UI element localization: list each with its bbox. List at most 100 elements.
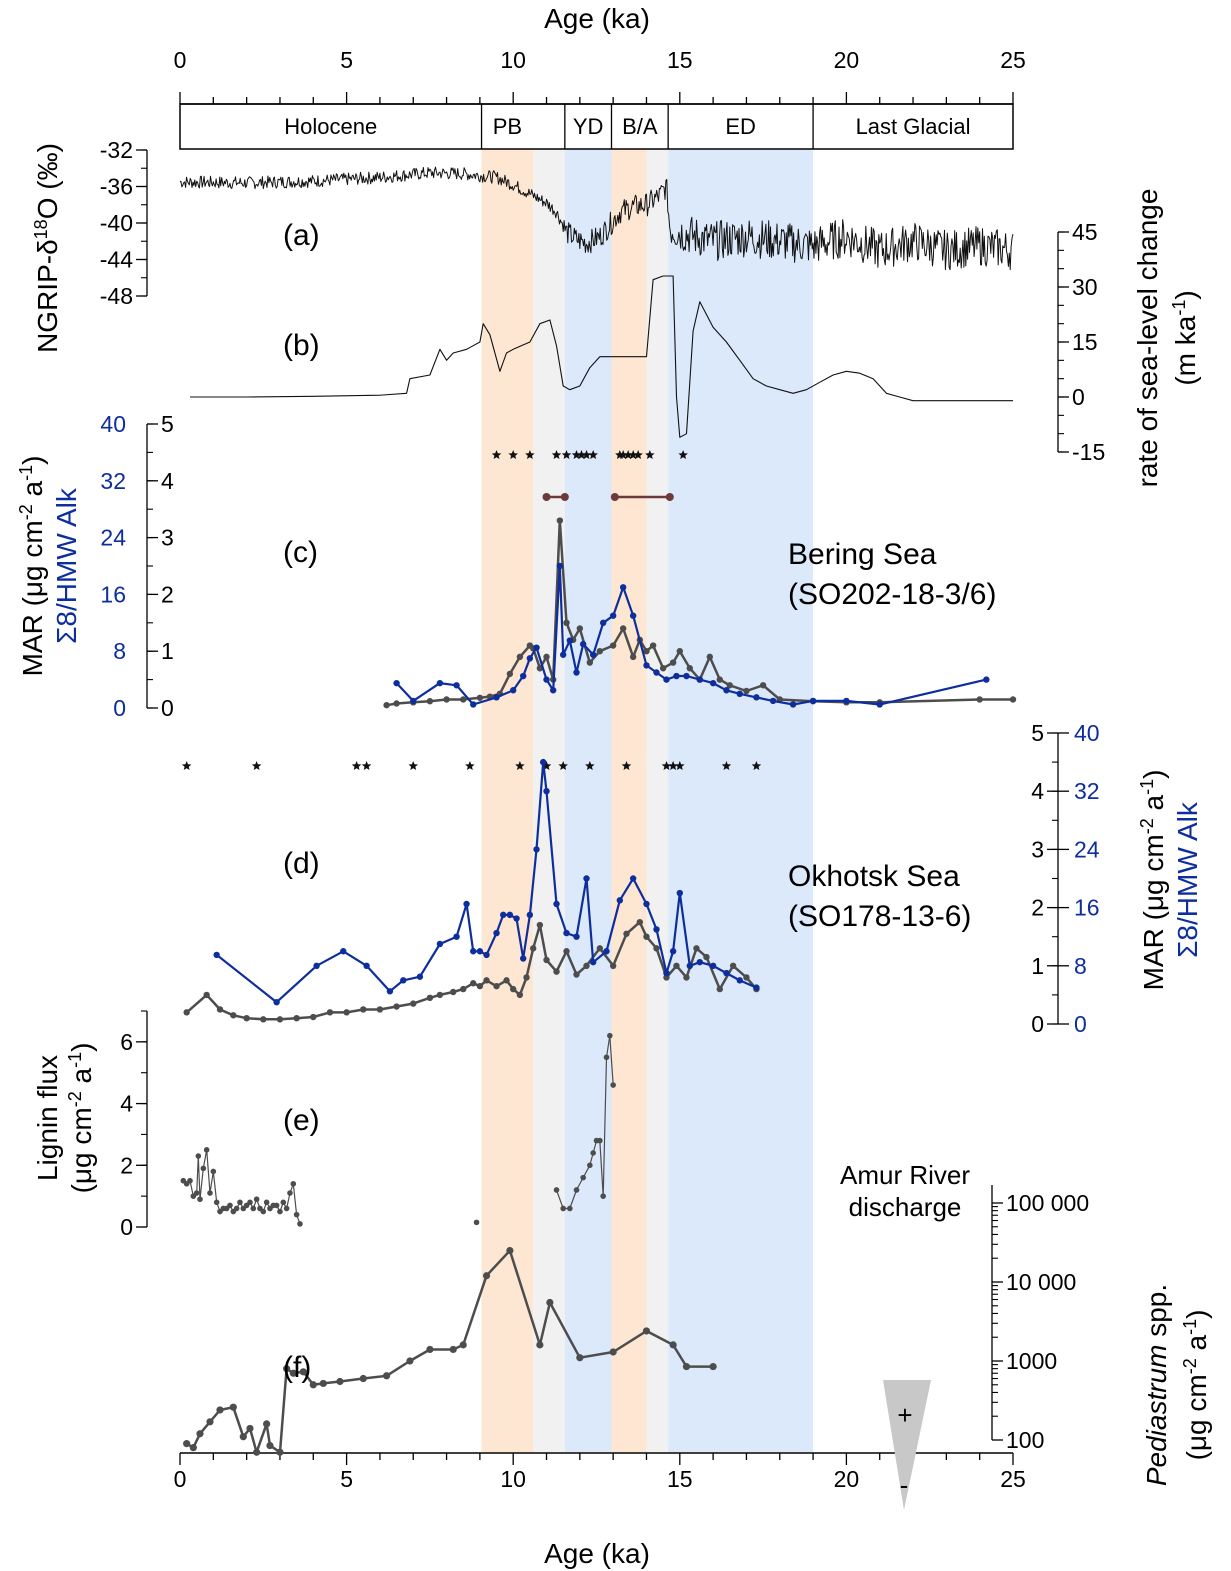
bottom-x-tick-label: 10 <box>500 1466 526 1492</box>
amur-discharge-triangle <box>883 1380 931 1510</box>
okhotsk-mar-point <box>653 945 660 952</box>
date-marker-star <box>661 761 672 770</box>
pediastrum-point <box>682 1362 691 1371</box>
bering-mar-point <box>516 653 524 661</box>
age-interval-end <box>542 493 551 501</box>
date-marker-star <box>628 450 638 459</box>
pediastrum-point <box>239 1433 247 1441</box>
bering-mar-point <box>659 665 667 672</box>
bottom-x-tick-label: 25 <box>1000 1466 1026 1492</box>
okhotsk-mar-point <box>343 1009 350 1016</box>
top-x-tick-label: 10 <box>500 47 526 73</box>
panel-label-d: (d) <box>283 847 320 880</box>
okhotsk-mar-point <box>643 933 650 940</box>
bering-mar-point <box>426 697 434 705</box>
bering-mar-point <box>383 701 390 709</box>
bering-mar-point <box>743 687 750 695</box>
okhotsk-ratio-point <box>669 948 677 955</box>
okhotsk-ratio-point <box>453 933 460 940</box>
date-marker-star <box>721 761 732 770</box>
okhotsk-mar-point <box>376 1006 384 1013</box>
band-gray-1 <box>533 149 565 1452</box>
bering-mar-point <box>629 653 637 661</box>
y-axis-bering-ratio-tick-label: 0 <box>113 695 126 721</box>
pediastrum-point <box>206 1418 214 1426</box>
ylabel-sea-level-line2: (m ka-1) <box>1169 290 1201 385</box>
bering-ratio-point <box>579 640 587 648</box>
date-marker-star <box>645 450 655 459</box>
lignin-flux-point <box>590 1150 596 1156</box>
okhotsk-ratio-point <box>583 875 590 882</box>
y-axis-okhotsk-mar-tick-label: 0 <box>1031 1011 1044 1037</box>
okhotsk-mar-point <box>583 962 590 969</box>
ylabel-lignin-line2: (μg cm-2 a-1) <box>65 1043 97 1194</box>
bottom-x-tick-label: 15 <box>667 1466 693 1492</box>
y-axis-okhotsk-ratio-tick-label: 8 <box>1074 953 1087 979</box>
pediastrum-point <box>216 1406 224 1414</box>
okhotsk-ratio-point <box>653 926 660 933</box>
okhotsk-ratio-point <box>506 911 514 919</box>
bering-ratio-point <box>526 655 534 662</box>
okhotsk-ratio-point <box>519 955 527 962</box>
y-axis-ngrip-tick-label: -40 <box>100 210 133 236</box>
ylabel-pediastrum-line1: Pediastrum spp. <box>1141 1284 1172 1486</box>
y-axis-lignin-tick-label: 4 <box>120 1091 133 1117</box>
bering-ratio-point <box>843 697 850 705</box>
y-axis-okhotsk-ratio: 40 32 24 16 8 0 <box>1058 720 1100 1037</box>
okhotsk-mar-point <box>573 971 580 978</box>
y-axis-bering-mar-tick-label: 4 <box>161 468 174 494</box>
okhotsk-ratio-point <box>493 929 500 937</box>
pediastrum-point <box>669 1341 677 1349</box>
okhotsk-ratio-point <box>676 889 683 897</box>
bering-mar-point <box>643 648 650 655</box>
bering-mar-point <box>676 648 683 655</box>
lignin-flux-point <box>233 1205 240 1212</box>
bering-mar-point <box>476 694 484 701</box>
okhotsk-ratio-point <box>463 900 470 908</box>
ylabel-sea-level: rate of sea-level change (m ka-1) <box>1132 189 1201 488</box>
okhotsk-mar-point <box>470 980 477 987</box>
period-label: PB <box>493 114 522 139</box>
bering-mar-point <box>759 682 767 689</box>
okhotsk-mar-point <box>426 994 434 1002</box>
sea-level-rate-line <box>190 275 1013 438</box>
y-axis-okhotsk-mar-tick-label: 2 <box>1031 895 1044 921</box>
lignin-flux-point <box>580 1174 586 1181</box>
okhotsk-mar-point <box>310 1013 317 1021</box>
y-axis-bering-mar-tick-label: 0 <box>161 695 174 721</box>
bering-ratio-point <box>876 701 883 708</box>
bering-ratio-point <box>673 672 680 680</box>
bering-ratio-point <box>983 676 990 683</box>
okhotsk-mar-point <box>683 974 690 981</box>
okhotsk-mar-point <box>543 956 550 964</box>
y-axis-ngrip-tick-label: -48 <box>100 283 133 309</box>
lignin-flux-point <box>273 1202 280 1209</box>
bering-mar-point <box>706 653 713 661</box>
okhotsk-ratio-point <box>436 940 444 948</box>
bottom-x-axis-title: Age (ka) <box>544 1538 650 1569</box>
y-axis-sea-level-tick-label: 45 <box>1072 219 1098 245</box>
okhotsk-mar-point <box>536 921 544 929</box>
y-axis-sea-level: 45 30 15 0 -15 <box>1057 219 1105 465</box>
y-axis-ngrip-tick-label: -32 <box>100 137 133 163</box>
pediastrum-point <box>253 1448 261 1456</box>
bering-ratio-point <box>543 676 550 683</box>
ylabel-sea-level-line1: rate of sea-level change <box>1132 189 1163 488</box>
ylabel-lignin: Lignin flux (μg cm-2 a-1) <box>32 1043 97 1194</box>
ylabel-ngrip: NGRIP-δ18O (‰) <box>31 143 63 353</box>
okhotsk-mar-point <box>360 1006 367 1013</box>
date-marker-star <box>585 761 595 770</box>
lignin-flux-point <box>207 1190 213 1196</box>
okhotsk-ratio-point <box>539 758 547 766</box>
top-x-axis-title: Age (ka) <box>544 3 650 34</box>
y-axis-sea-level-tick-label: 30 <box>1072 274 1098 300</box>
okhotsk-mar-point <box>716 985 723 993</box>
y-axis-ngrip: -32 -36 -40 -44 -48 <box>100 137 148 309</box>
bering-ratio-point <box>549 687 557 694</box>
okhotsk-mar-point <box>516 991 524 999</box>
pediastrum-point <box>319 1379 327 1388</box>
pediastrum-point <box>536 1341 544 1349</box>
pediastrum-line <box>186 1249 714 1454</box>
lignin-flux-point <box>203 1147 210 1153</box>
